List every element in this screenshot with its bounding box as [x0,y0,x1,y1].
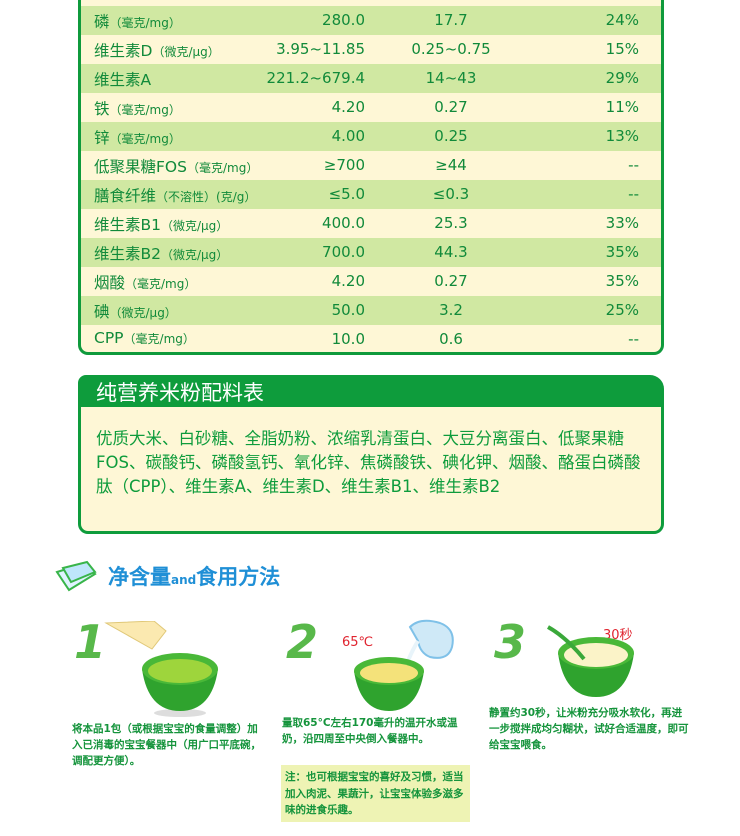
nutrient-name: 维生素B2（微克/μg） [94,245,229,263]
per-100g-value: 50.0 [331,301,365,319]
table-row: 碘（微克/μg） 50.0 3.2 25% [81,296,661,325]
step-description: 量取65°C左右170毫升的温开水或温奶，沿四周至中央倒入餐器中。 [282,717,458,745]
per-serving-value: 0.27 [434,98,468,116]
ingredients-text: 优质大米、白砂糖、全脂奶粉、浓缩乳清蛋白、大豆分离蛋白、低聚果糖FOS、碳酸钙、… [96,429,641,496]
temperature-label: 65℃ [342,635,374,650]
nutrient-name: 铁（毫克/mg） [94,100,181,118]
per-100g-value: 700.0 [322,243,365,261]
table-row: 维生素A 221.2~679.4 14~43 29% [81,64,661,93]
per-100g-value: 4.00 [331,127,365,145]
step-1: 1 将本品1包（或根据宝宝的食量调整）加入已消毒的宝宝餐器中（用广口平底碗，调配… [70,615,270,775]
stirring-bowl-icon [547,625,634,697]
nrv-percent: 29% [605,69,639,87]
table-row: 维生素B2（微克/μg） 700.0 44.3 35% [81,238,661,267]
nutrient-name: 维生素A [94,71,152,89]
table-row: 低聚果糖FOS（毫克/mg） ≥700 ≥44 -- [81,151,661,180]
per-serving-value: ≤0.3 [432,185,470,203]
nutrient-name: 维生素D（微克/μg） [94,42,220,60]
nrv-percent: -- [628,330,639,348]
bowl-with-cereal-icon [354,657,424,711]
per-100g-value: 4.20 [331,98,365,116]
per-100g-value: ≤5.0 [328,185,365,203]
per-serving-value: 0.6 [439,330,463,348]
nutrient-name: 锌（毫克/mg） [94,129,181,147]
nutrient-name: CPP（毫克/mg） [94,329,195,347]
usage-note: 注：也可根据宝宝的喜好及习惯，适当加入肉泥、果蔬汁，让宝宝体验多滋多味的进食乐趣… [281,765,470,822]
step-number: 1 [74,615,107,669]
per-serving-value: ≥44 [435,156,467,174]
nutrition-table: 磷（毫克/mg） 280.0 17.7 24% 维生素D（微克/μg） 3.95~11.8… [78,0,664,355]
nrv-percent: 25% [605,301,639,319]
per-100g-value: 221.2~679.4 [266,69,365,87]
per-serving-value: 0.25~0.75 [411,40,491,58]
per-100g-value: 3.95~11.85 [276,40,365,58]
table-row: 烟酸（毫克/mg） 4.20 0.27 35% [81,267,661,296]
table-row: CPP（毫克/mg） 10.0 0.6 -- [81,325,661,352]
table-row: 铁（毫克/mg） 4.20 0.27 11% [81,93,661,122]
ingredients-title: 纯营养米粉配料表 [96,381,264,405]
per-serving-value: 14~43 [425,69,477,87]
step-2: 2 65℃ 量取65°C左右170毫升的温开水或温奶，沿四周至中央倒入餐器中。 [280,615,480,755]
nrv-percent: 15% [605,40,639,58]
per-serving-value: 25.3 [434,214,468,232]
step-description: 将本品1包（或根据宝宝的食量调整）加入已消毒的宝宝餐器中（用广口平底碗，调配更方… [72,723,261,767]
ingredients-box: 优质大米、白砂糖、全脂奶粉、浓缩乳清蛋白、大豆分离蛋白、低聚果糖FOS、碳酸钙、… [78,405,664,534]
powder-packet-icon [104,621,167,650]
nrv-percent: -- [628,156,639,174]
water-pitcher-icon [400,619,454,680]
nrv-percent: 33% [605,214,639,232]
nutrient-name: 维生素B1（微克/μg） [94,216,229,234]
per-serving-value: 0.27 [434,272,468,290]
step-3: 3 30秒 静置约30秒，让米粉充分吸水软化，再进一步搅拌成均匀糊状，试好合适温… [488,615,689,760]
step-number: 2 [286,615,319,669]
nutrient-name: 膳食纤维（不溶性）(克/g） [94,187,257,205]
nrv-percent: 35% [605,272,639,290]
ingredients-header: 纯营养米粉配料表 [78,375,664,405]
per-100g-value: 10.0 [331,330,365,348]
table-row: 磷（毫克/mg） 280.0 17.7 24% [81,6,661,35]
per-100g-value: 400.0 [322,214,365,232]
nrv-percent: 24% [605,11,639,29]
bowl-icon [142,653,218,717]
usage-title: 净含量and食用方法 [108,565,281,589]
nrv-percent: 13% [605,127,639,145]
nutrient-name: 烟酸（毫克/mg） [94,274,197,292]
per-serving-value: 44.3 [434,243,468,261]
table-row: 锌（毫克/mg） 4.00 0.25 13% [81,122,661,151]
table-row: 维生素D（微克/μg） 3.95~11.85 0.25~0.75 15% [81,35,661,64]
table-row: 膳食纤维（不溶性）(克/g） ≤5.0 ≤0.3 -- [81,180,661,209]
package-icon [55,560,97,592]
per-serving-value: 3.2 [439,301,463,319]
per-serving-value: 17.7 [434,11,468,29]
table-row: 维生素B1（微克/μg） 400.0 25.3 33% [81,209,661,238]
nrv-percent: -- [628,185,639,203]
nrv-percent: 35% [605,243,639,261]
step-number: 3 [494,615,527,669]
nutrient-name: 低聚果糖FOS（毫克/mg） [94,158,259,176]
nutrient-name: 碘（微克/μg） [94,303,177,321]
nutrient-name: 磷（毫克/mg） [94,13,181,31]
per-100g-value: 4.20 [331,272,365,290]
per-100g-value: 280.0 [322,11,365,29]
step-description: 静置约30秒，让米粉充分吸水软化，再进一步搅拌成均匀糊状，试好合适温度，即可给宝… [489,707,689,751]
nrv-percent: 11% [605,98,639,116]
per-serving-value: 0.25 [434,127,468,145]
per-100g-value: ≥700 [323,156,365,174]
